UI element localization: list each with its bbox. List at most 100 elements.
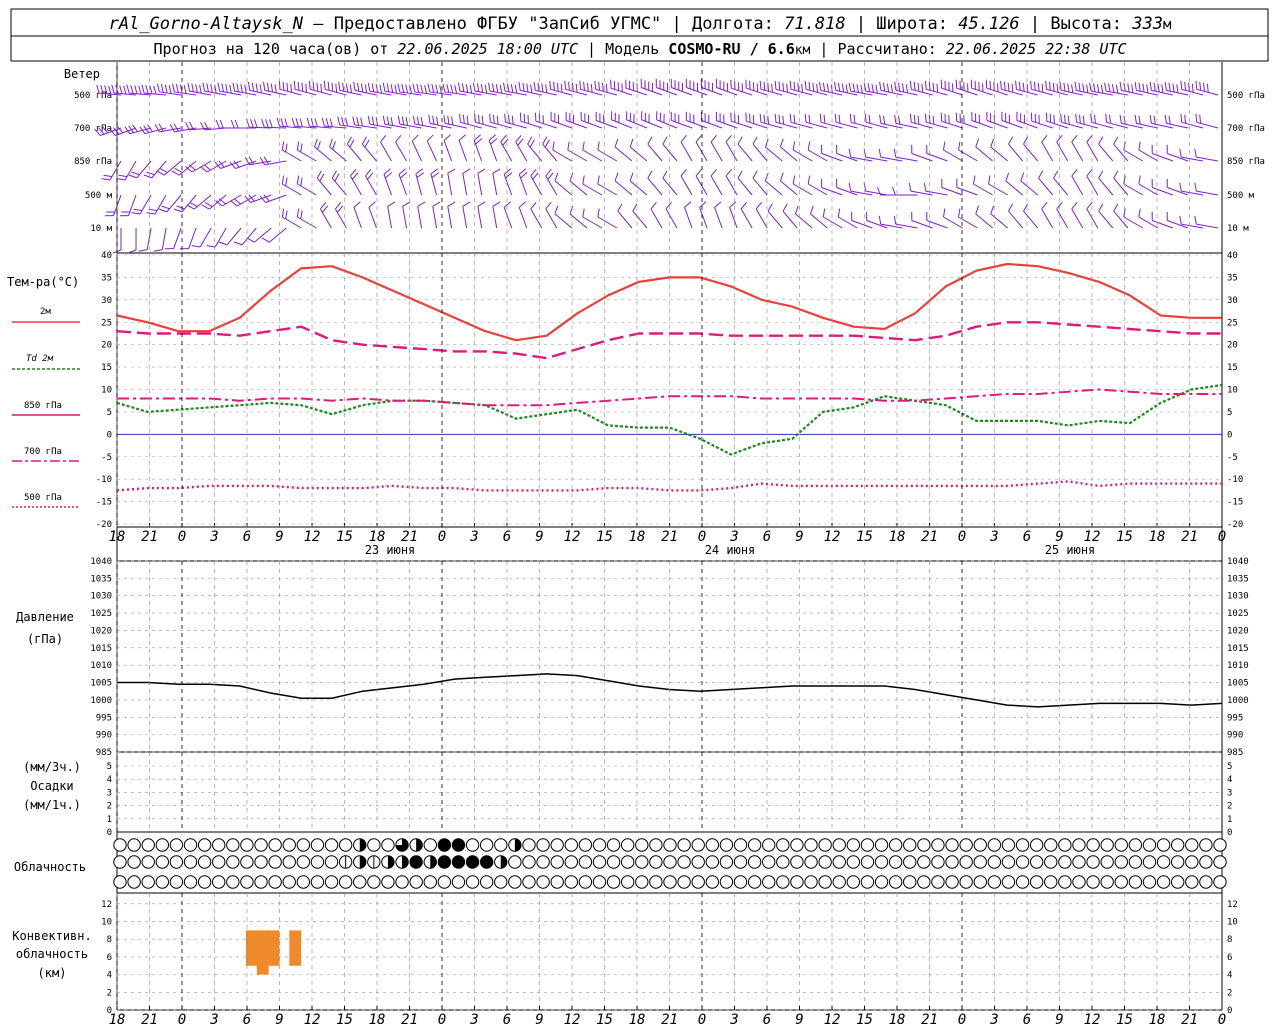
cloud-title: Облачность <box>14 860 86 874</box>
y-tick-label-right: 2 <box>1227 802 1232 812</box>
y-tick-label: 20 <box>101 341 112 351</box>
wind-barb <box>1039 171 1053 195</box>
wind-barb <box>330 139 347 161</box>
time-tick-label: 21 <box>401 1012 418 1024</box>
cloud-symbol <box>678 839 690 851</box>
cloud-symbol <box>819 839 831 851</box>
wind-barb <box>320 202 331 228</box>
cloud-symbol <box>650 856 662 868</box>
time-tick-label: 6 <box>243 1012 251 1024</box>
wind-barb <box>991 206 1008 228</box>
cloud-symbol <box>269 839 281 851</box>
wind-barb <box>711 135 722 161</box>
wind-barb <box>1195 183 1218 195</box>
cloud-symbol <box>156 856 168 868</box>
wind-barb <box>555 206 572 228</box>
time-tick-label: 3 <box>729 1012 738 1024</box>
cloud-symbol <box>692 856 704 868</box>
cloud-symbol <box>889 876 901 888</box>
wind-barb <box>1195 149 1218 161</box>
wind-barb <box>765 173 782 195</box>
cloud-symbol <box>1101 856 1113 868</box>
y-tick-label-right: 40 <box>1227 251 1238 261</box>
cloud-symbol <box>847 856 859 868</box>
wind-title: Ветер <box>64 67 100 81</box>
y-tick-label-right: 20 <box>1227 341 1238 351</box>
wind-barb <box>154 228 166 251</box>
time-tick-label: 6 <box>503 529 511 545</box>
y-tick-label-right: -10 <box>1227 475 1243 485</box>
wind-barb <box>894 149 917 161</box>
wind-barb <box>431 169 439 195</box>
cloud-symbol <box>734 876 746 888</box>
wind-barb <box>1042 202 1053 228</box>
legend-label-td2m: Td 2м <box>26 354 54 364</box>
cloud-symbol <box>1016 876 1028 888</box>
wind-barb <box>686 112 707 128</box>
cloud-symbol <box>861 839 873 851</box>
wind-barb <box>504 202 512 228</box>
cloud-symbol <box>748 839 760 851</box>
cloud-symbol <box>918 839 930 851</box>
cloud-symbol <box>523 839 535 851</box>
wind-barb <box>837 179 858 195</box>
cloud-symbol <box>593 876 605 888</box>
wind-barb <box>641 79 662 95</box>
cloud-symbol <box>509 839 521 851</box>
y-tick-label: 2 <box>107 802 112 812</box>
wind-barb <box>1099 137 1113 161</box>
wind-barb <box>448 169 455 195</box>
wind-barb <box>711 169 722 195</box>
wind-barb <box>1072 135 1083 161</box>
cloud-symbol <box>156 876 168 888</box>
time-tick-label: 15 <box>336 529 353 545</box>
time-tick-label: 6 <box>503 1012 511 1024</box>
pressure-unit: (гПа) <box>27 632 63 646</box>
wind-barb <box>1024 204 1038 228</box>
cloud-symbol <box>311 856 323 868</box>
y-tick-label: -10 <box>96 475 112 485</box>
cloud-symbol <box>255 856 267 868</box>
cloud-symbol <box>1059 839 1071 851</box>
cloud-symbol <box>1059 856 1071 868</box>
cloud-symbol <box>960 839 972 851</box>
time-tick-label: 0 <box>958 529 966 545</box>
cloud-symbol <box>495 876 507 888</box>
cloud-symbol <box>1214 856 1226 868</box>
wind-barb <box>1009 204 1023 228</box>
wind-barb <box>765 139 782 161</box>
cloud-symbol <box>805 856 817 868</box>
cloud-symbol <box>452 876 464 888</box>
wind-barb <box>987 112 1008 128</box>
cloud-symbol <box>509 856 521 868</box>
cloud-symbol <box>763 839 775 851</box>
cloud-symbol <box>382 839 394 851</box>
wind-barb <box>685 202 693 228</box>
y-tick-label-right: 25 <box>1227 318 1238 328</box>
cloud-symbol <box>382 856 394 868</box>
wind-barb <box>362 137 376 161</box>
wind-barb <box>416 169 424 195</box>
wind-barb <box>551 112 572 128</box>
cloud-symbol <box>1200 856 1212 868</box>
wind-barb <box>864 183 887 195</box>
wind-barb <box>808 176 827 195</box>
wind-barb <box>663 171 677 195</box>
y-tick-label: -5 <box>101 453 112 463</box>
wind-barb <box>1009 137 1023 161</box>
cloud-symbol <box>537 856 549 868</box>
cloud-symbol <box>114 876 126 888</box>
y-tick-label: 1015 <box>90 644 112 654</box>
time-tick-label: 12 <box>1084 1012 1101 1024</box>
y-tick-label: 5 <box>107 408 112 418</box>
wind-barb <box>504 169 512 195</box>
wind-barb <box>1196 81 1218 95</box>
cloud-symbol <box>297 839 309 851</box>
cloud-symbol <box>142 876 154 888</box>
time-tick-label: 6 <box>763 1012 771 1024</box>
cloud-symbol <box>607 856 619 868</box>
wind-barbs <box>95 79 1218 253</box>
time-tick-label: 6 <box>763 529 771 545</box>
wind-barb <box>852 212 873 228</box>
wind-barb <box>956 113 977 128</box>
